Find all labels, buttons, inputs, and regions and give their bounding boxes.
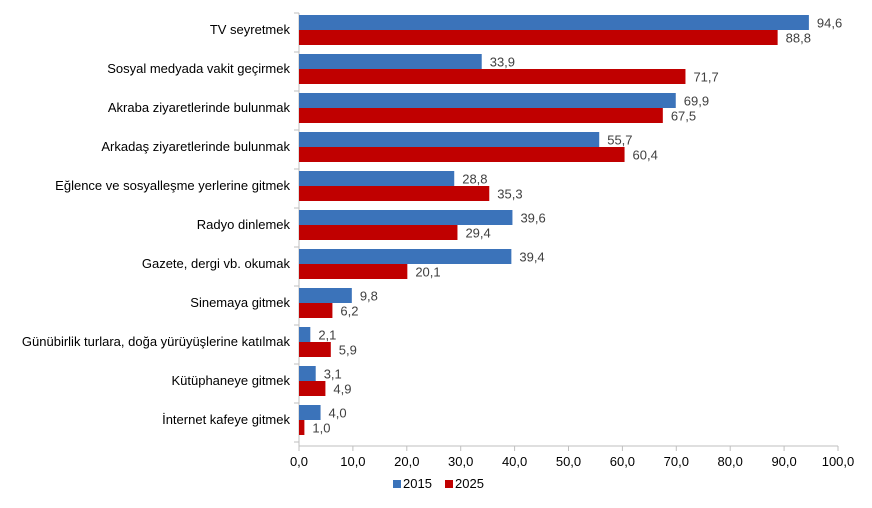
bar-2015: [299, 210, 513, 225]
data-label-2025: 6,2: [340, 304, 358, 319]
data-label-2015: 2,1: [318, 328, 336, 343]
data-label-2025: 20,1: [415, 265, 440, 280]
bar-2015: [299, 93, 676, 108]
bar-2025: [299, 69, 686, 84]
x-tick-label: 50,0: [556, 454, 581, 469]
bar-2025: [299, 147, 625, 162]
bar-2015: [299, 405, 321, 420]
data-label-2025: 71,7: [693, 70, 718, 85]
bar-2025: [299, 303, 333, 318]
category-label: Sosyal medyada vakit geçirmek: [107, 61, 290, 76]
legend-label: 2015: [403, 476, 432, 491]
data-label-2015: 69,9: [684, 94, 709, 109]
bar-2015: [299, 15, 809, 30]
category-label: Günübirlik turlara, doğa yürüyüşlerine k…: [22, 334, 291, 349]
data-label-2025: 29,4: [465, 226, 490, 241]
data-label-2015: 55,7: [607, 133, 632, 148]
data-label-2025: 88,8: [786, 31, 811, 46]
x-tick-label: 40,0: [502, 454, 527, 469]
data-label-2015: 94,6: [817, 16, 842, 31]
x-tick-label: 10,0: [340, 454, 365, 469]
bar-2015: [299, 171, 455, 186]
labels: TV seyretmek Sosyal medyada vakit geçirme…: [22, 16, 854, 470]
data-label-2015: 39,4: [519, 250, 544, 265]
data-label-2025: 1,0: [312, 421, 330, 436]
category-label: TV seyretmek: [210, 22, 291, 37]
x-tick-label: 30,0: [448, 454, 473, 469]
x-tick-label: 70,0: [664, 454, 689, 469]
category-label: Akraba ziyaretlerinde bulunmak: [108, 100, 291, 115]
bar-2015: [299, 249, 512, 264]
bar-2025: [299, 30, 778, 45]
bar-2025: [299, 108, 663, 123]
bar-2015: [299, 54, 482, 69]
category-label: Arkadaş ziyaretlerinde bulunmak: [101, 139, 290, 154]
bar-2025: [299, 264, 408, 279]
bar-2015: [299, 327, 311, 342]
category-label: Kütüphaneye gitmek: [171, 373, 290, 388]
category-label: Sinemaya gitmek: [190, 295, 290, 310]
data-label-2025: 4,9: [333, 382, 351, 397]
data-label-2015: 9,8: [360, 289, 378, 304]
legend-label: 2025: [455, 476, 484, 491]
bar-2025: [299, 342, 331, 357]
data-label-2025: 67,5: [671, 109, 696, 124]
data-label-2015: 4,0: [329, 406, 347, 421]
data-label-2015: 3,1: [324, 367, 342, 382]
data-label-2015: 39,6: [520, 211, 545, 226]
bar-2015: [299, 366, 316, 381]
data-label-2025: 5,9: [339, 343, 357, 358]
category-label: Eğlence ve sosyalleşme yerlerine gitmek: [55, 178, 290, 193]
x-tick-label: 20,0: [394, 454, 419, 469]
bar-2025: [299, 186, 490, 201]
x-tick-label: 0,0: [290, 454, 308, 469]
category-label: Radyo dinlemek: [197, 217, 291, 232]
bar-2015: [299, 288, 352, 303]
legend: 2015 2025: [393, 476, 484, 491]
data-label-2025: 35,3: [497, 187, 522, 202]
bar-2025: [299, 420, 305, 435]
data-label-2015: 28,8: [462, 172, 487, 187]
x-tick-label: 80,0: [718, 454, 743, 469]
category-label: İnternet kafeye gitmek: [162, 412, 290, 427]
x-tick-label: 60,0: [610, 454, 635, 469]
x-tick-label: 90,0: [771, 454, 796, 469]
bar-2025: [299, 381, 326, 396]
bars: [299, 15, 809, 435]
data-label-2015: 33,9: [490, 55, 515, 70]
x-tick-label: 100,0: [822, 454, 855, 469]
bar-2025: [299, 225, 458, 240]
bar-2015: [299, 132, 600, 147]
data-label-2025: 60,4: [633, 148, 658, 163]
category-label: Gazete, dergi vb. okumak: [142, 256, 291, 271]
legend-swatch-2025: [445, 480, 453, 488]
legend-swatch-2015: [393, 480, 401, 488]
